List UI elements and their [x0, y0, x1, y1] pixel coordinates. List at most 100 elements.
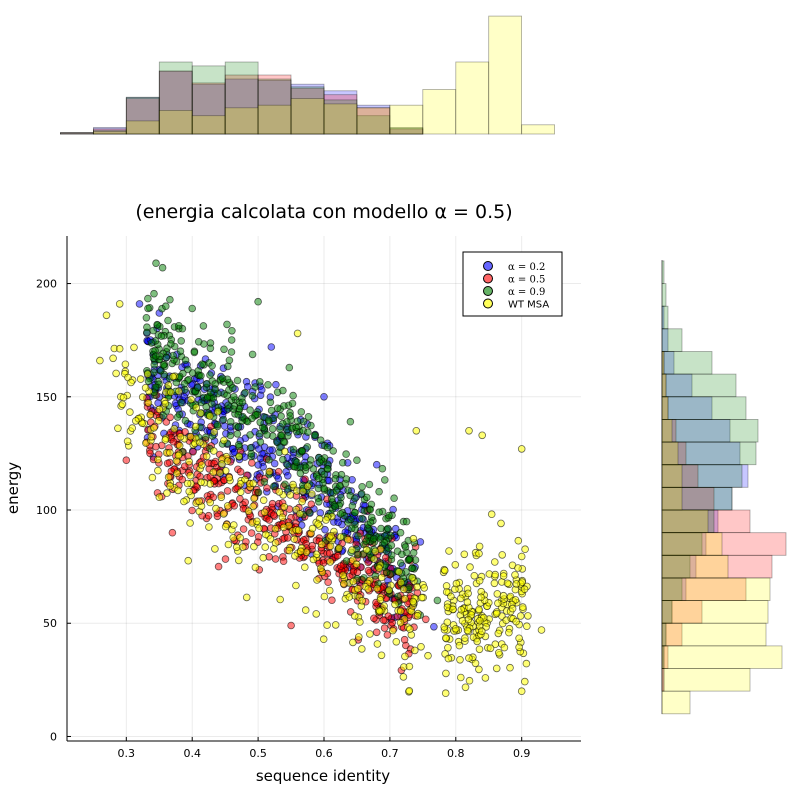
data-point	[121, 360, 130, 369]
data-point	[278, 419, 287, 428]
data-point	[274, 474, 283, 483]
histogram-bar	[661, 690, 691, 715]
data-point	[286, 412, 295, 420]
histogram-bar	[60, 132, 94, 135]
data-point	[512, 580, 521, 588]
data-point	[342, 475, 351, 483]
data-point	[364, 585, 373, 593]
data-point	[205, 523, 213, 531]
data-point	[315, 458, 324, 467]
data-point	[248, 459, 256, 467]
histogram-bar	[661, 509, 709, 534]
data-point	[265, 516, 274, 524]
data-point	[324, 578, 332, 586]
data-point	[220, 345, 228, 354]
histogram-bar	[661, 283, 667, 307]
data-point	[447, 592, 455, 601]
data-point	[373, 640, 382, 648]
histogram-bar	[257, 78, 292, 135]
histogram-bar	[224, 61, 259, 135]
data-point	[493, 590, 502, 598]
data-point	[293, 417, 302, 426]
data-point	[358, 482, 366, 491]
data-point	[274, 467, 283, 476]
histogram-bar	[661, 532, 703, 556]
data-point	[456, 655, 464, 664]
data-point	[396, 607, 405, 615]
data-point	[325, 549, 334, 557]
data-point	[395, 568, 403, 576]
histogram-bar	[661, 622, 767, 647]
legend-label: α = 0.2	[508, 262, 545, 273]
data-point	[517, 687, 526, 695]
data-point	[524, 612, 532, 620]
data-point	[343, 535, 352, 544]
data-point	[168, 528, 177, 537]
legend-label: α = 0.5	[508, 275, 545, 286]
data-point	[291, 552, 299, 560]
data-point	[230, 501, 239, 510]
data-point	[199, 322, 208, 330]
data-point	[254, 461, 263, 469]
data-point	[280, 502, 289, 511]
data-point	[298, 487, 307, 496]
data-point	[255, 429, 264, 438]
histogram-bar	[661, 396, 669, 420]
data-point	[354, 532, 362, 540]
data-point	[221, 555, 230, 563]
data-point	[255, 524, 263, 533]
histogram-bar	[125, 98, 160, 135]
histogram-bar	[356, 104, 391, 135]
histogram-bar	[661, 554, 773, 579]
data-point	[162, 302, 170, 311]
data-point	[347, 524, 356, 533]
histogram-bar	[661, 509, 751, 534]
histogram-bar	[661, 418, 759, 443]
data-point	[387, 551, 396, 559]
data-point	[249, 479, 258, 488]
data-point	[383, 631, 392, 639]
data-point	[272, 380, 280, 389]
data-point	[242, 593, 251, 602]
data-point	[178, 475, 187, 484]
marginal-x-series-0	[60, 70, 424, 135]
data-point	[537, 626, 546, 634]
data-point	[308, 490, 316, 498]
data-point	[214, 407, 222, 416]
data-point	[162, 353, 171, 362]
data-point	[146, 449, 154, 458]
data-point	[223, 457, 232, 465]
data-point	[219, 415, 228, 424]
data-point	[339, 571, 347, 580]
data-point	[451, 560, 460, 569]
histogram-bar	[661, 600, 703, 624]
data-point	[354, 633, 363, 641]
histogram-bar	[257, 74, 292, 135]
histogram-bar	[661, 509, 719, 534]
data-point	[142, 313, 151, 322]
data-point	[212, 504, 220, 513]
data-point	[366, 505, 375, 514]
data-point	[246, 406, 254, 414]
legend-marker	[483, 286, 493, 296]
axes	[66, 236, 581, 742]
legend-marker	[483, 298, 493, 309]
data-point	[216, 469, 224, 477]
data-point	[444, 643, 452, 652]
histogram-bar	[290, 86, 325, 135]
data-point	[279, 386, 287, 395]
data-point	[319, 635, 328, 643]
histogram-bar	[191, 83, 226, 135]
data-point	[154, 416, 163, 425]
data-point	[346, 417, 355, 426]
marginal-y-series-2	[661, 260, 759, 669]
data-point	[342, 450, 350, 458]
data-point	[186, 471, 195, 480]
histogram-bar	[93, 129, 127, 135]
data-point	[268, 425, 277, 433]
data-point	[152, 259, 160, 268]
data-point	[279, 455, 287, 464]
data-point	[185, 487, 194, 496]
data-point	[217, 493, 226, 502]
data-point	[314, 474, 323, 483]
